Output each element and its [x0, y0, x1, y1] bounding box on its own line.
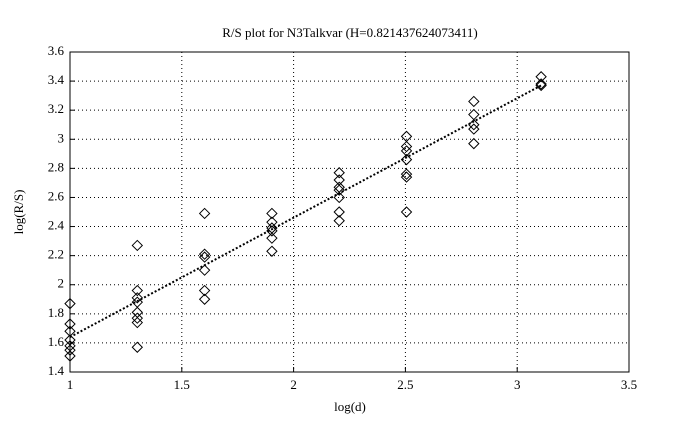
plot-frame: [69, 51, 630, 373]
point: [400, 130, 413, 143]
point: [535, 71, 547, 83]
point: [266, 225, 278, 237]
y-axis-label: log(R/S): [11, 190, 26, 235]
point: [468, 95, 480, 108]
point: [64, 350, 76, 362]
point: [468, 123, 480, 135]
point: [64, 318, 76, 330]
point: [131, 341, 144, 353]
point: [333, 215, 345, 227]
point: [266, 232, 278, 244]
point: [266, 216, 278, 228]
point: [131, 306, 144, 319]
point: [131, 312, 144, 324]
x-tick-label: 2: [290, 377, 297, 392]
point: [131, 292, 144, 304]
point: [468, 119, 480, 131]
fit-line: [69, 84, 542, 338]
point: [400, 168, 413, 180]
point: [198, 264, 211, 276]
point: [333, 206, 345, 218]
point: [468, 137, 480, 150]
y-tick-label: 3.6: [48, 43, 65, 58]
point: [198, 207, 211, 220]
point: [198, 251, 211, 263]
point: [468, 108, 480, 121]
point: [64, 344, 76, 356]
y-tick-label: 3.4: [48, 72, 65, 87]
y-tick-label: 3: [58, 130, 65, 145]
y-tick-label: 2.8: [48, 159, 64, 174]
x-tick-label: 2.5: [397, 377, 413, 392]
point: [400, 153, 413, 166]
y-tick-label: 2: [58, 276, 65, 291]
x-tick-label: 1.5: [174, 377, 190, 392]
y-tick-label: 3.2: [48, 101, 64, 116]
point: [64, 297, 76, 310]
point: [131, 284, 144, 297]
point: [400, 140, 413, 153]
point: [198, 293, 211, 305]
point: [333, 184, 345, 196]
y-tick-label: 2.2: [48, 247, 64, 262]
point: [400, 206, 413, 218]
x-axis-label: log(d): [334, 399, 366, 414]
point: [535, 78, 547, 90]
point: [198, 248, 211, 260]
point: [535, 79, 547, 92]
point: [131, 239, 144, 252]
point: [266, 245, 278, 257]
point: [400, 145, 413, 157]
point: [131, 316, 144, 329]
point: [400, 171, 413, 183]
point: [198, 284, 211, 297]
x-tick-label: 1: [67, 377, 74, 392]
y-tick-label: 1.6: [48, 334, 65, 349]
y-tick-label: 1.4: [48, 363, 65, 378]
x-tick-label: 3.5: [621, 377, 637, 392]
point: [333, 167, 345, 179]
chart-title: R/S plot for N3Talkvar (H=0.821437624073…: [222, 25, 477, 40]
y-tick-label: 1.8: [48, 305, 64, 320]
y-tick-label: 2.6: [48, 188, 65, 203]
point: [266, 207, 278, 220]
point: [333, 174, 345, 186]
x-tick-label: 3: [514, 377, 521, 392]
y-tick-label: 2.4: [48, 218, 65, 233]
